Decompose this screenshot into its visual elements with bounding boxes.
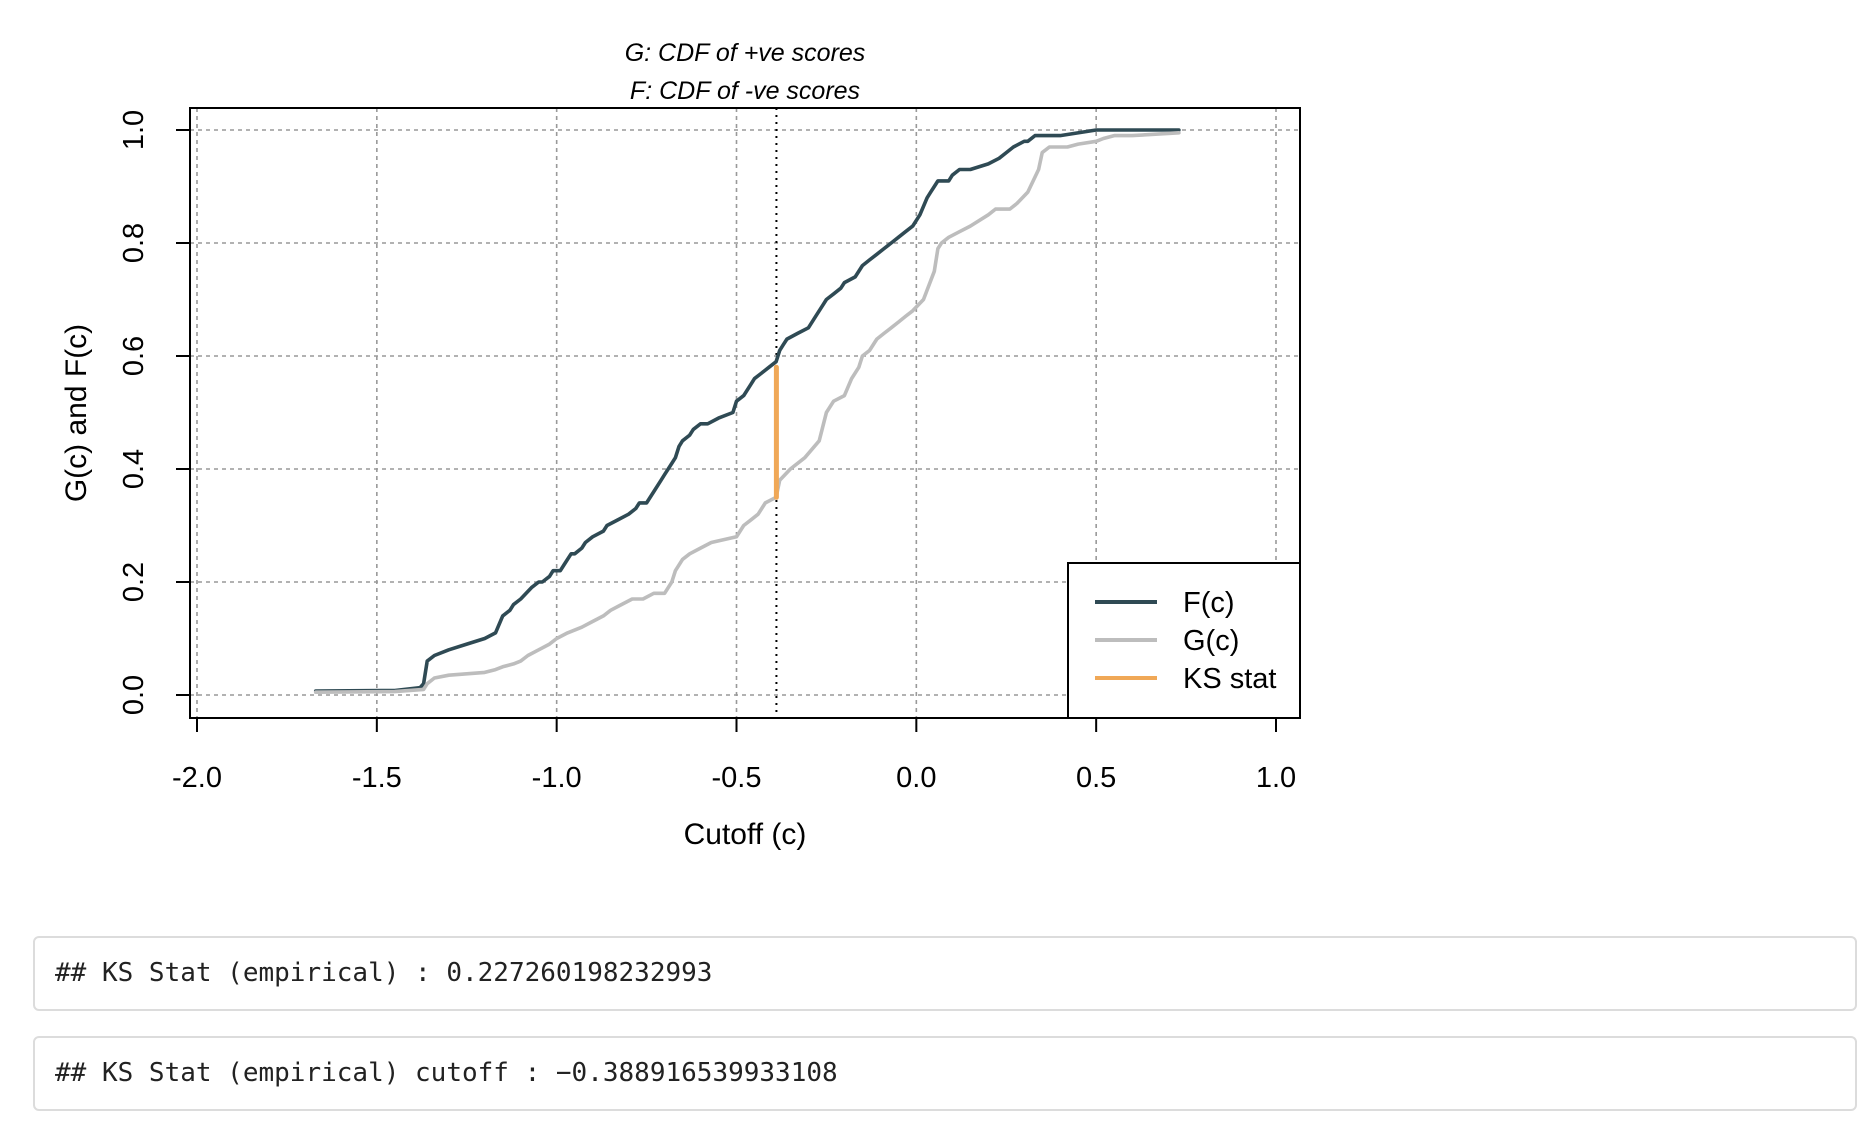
y-tick-label: 0.6 [118, 336, 150, 376]
ks-cdf-chart: -2.0 -1.5 -1.0 -0.5 0.0 0.5 1.0 0.0 0.2 0.4 0.6 0.8… [60, 39, 1301, 851]
y-tick-label: 0.8 [118, 223, 150, 263]
y-axis-label: G(c) and F(c) [60, 324, 93, 502]
series-line-g-c [313, 131, 1181, 695]
x-tick-label: -1.0 [532, 762, 582, 794]
output-block-ks-stat: ## KS Stat (empirical) : 0.2272601982329… [33, 936, 1857, 1011]
chart-title-line-1: G: CDF of +ve scores [625, 39, 866, 67]
x-tick-label: 0.5 [1076, 762, 1116, 794]
axes: -2.0 -1.5 -1.0 -0.5 0.0 0.5 1.0 0.0 0.2 0.4 0.6 0.8… [118, 110, 1296, 794]
legend-label: G(c) [1183, 625, 1239, 657]
y-tick-label: 1.0 [118, 110, 150, 150]
output-text-ks-cutoff: ## KS Stat (empirical) cutoff : −0.38891… [55, 1058, 838, 1088]
x-tick-label: -1.5 [352, 762, 402, 794]
output-block-ks-cutoff: ## KS Stat (empirical) cutoff : −0.38891… [33, 1036, 1857, 1111]
x-tick-label: 1.0 [1256, 762, 1296, 794]
y-tick-label: 0.0 [118, 675, 150, 715]
x-axis-label: Cutoff (c) [684, 818, 807, 851]
legend: F(c) G(c) KS stat [1067, 562, 1301, 719]
x-tick-label: 0.0 [896, 762, 936, 794]
x-tick-label: -0.5 [712, 762, 762, 794]
legend-label: F(c) [1183, 587, 1235, 619]
y-tick-label: 0.4 [118, 449, 150, 489]
chart-title-line-2: F: CDF of -ve scores [630, 77, 860, 105]
output-text-ks-stat: ## KS Stat (empirical) : 0.2272601982329… [55, 958, 713, 988]
grid-lines [190, 108, 1300, 718]
series-layer [313, 128, 1181, 695]
x-tick-label: -2.0 [172, 762, 222, 794]
y-tick-label: 0.2 [118, 562, 150, 602]
series-line-f-c [313, 128, 1181, 693]
legend-label: KS stat [1183, 663, 1277, 695]
